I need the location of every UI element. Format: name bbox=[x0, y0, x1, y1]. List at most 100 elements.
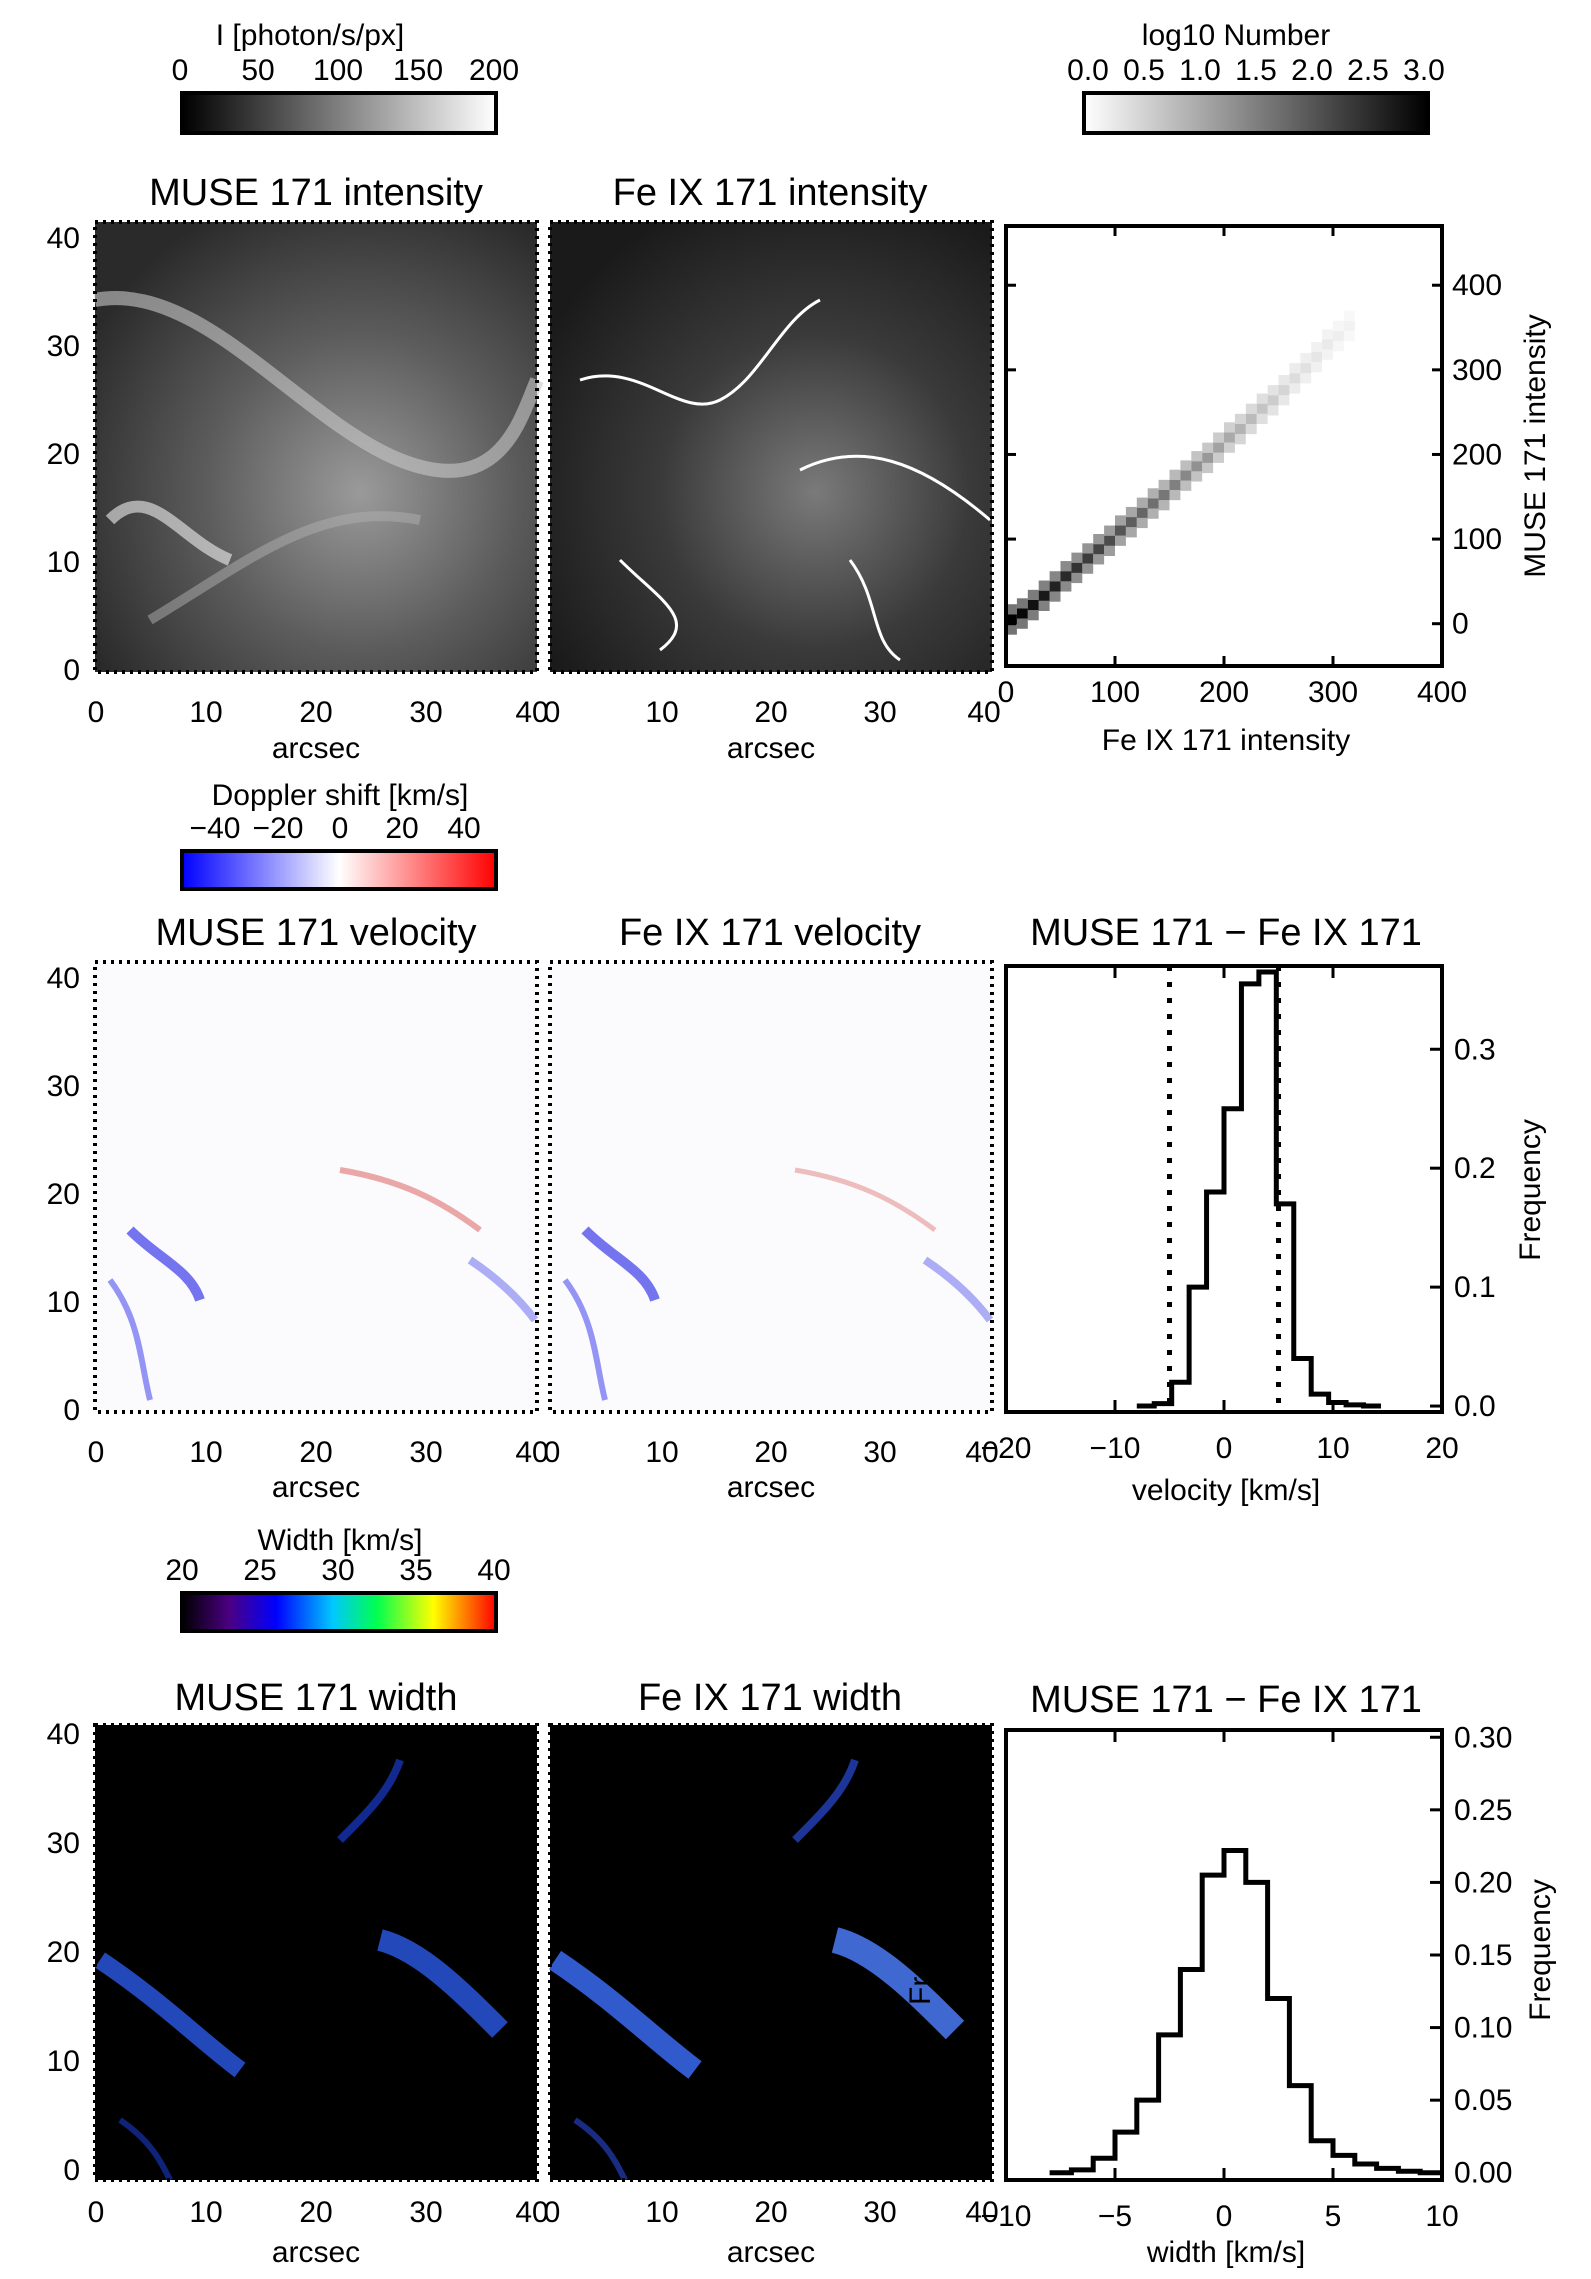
map-muse-intensity-title: MUSE 171 intensity bbox=[149, 172, 483, 214]
map-feix-intensity-image bbox=[550, 222, 992, 672]
map-xtick: 10 bbox=[189, 1436, 222, 1469]
scatter-density-cell bbox=[1060, 581, 1072, 592]
scatter-density-cell bbox=[1333, 320, 1344, 331]
colorbar-intensity-tick: 150 bbox=[393, 54, 443, 87]
colorbar-lognumber-gradient bbox=[1082, 91, 1430, 135]
map-muse-velocity-feature bbox=[339, 1167, 482, 1233]
scatter-density-cell bbox=[1049, 571, 1061, 582]
scatter-density-cell bbox=[1278, 374, 1290, 386]
scatter-xtick-label: 100 bbox=[1090, 676, 1140, 709]
scatter-density-cell bbox=[1049, 581, 1061, 592]
colorbar-doppler: Doppler shift [km/s] −40 −20 0 20 40 bbox=[180, 779, 498, 891]
map-muse-velocity-frame bbox=[93, 960, 539, 1414]
hist-ytick-label: 0.2 bbox=[1454, 1152, 1496, 1185]
hist-velocity-xlabel: velocity [km/s] bbox=[1132, 1474, 1320, 1507]
map-xaxis-row1: 0 10 20 30 40 0 10 20 30 40 arcsec arcse… bbox=[88, 696, 1001, 765]
colorbar-lognumber-tick: 1.0 bbox=[1179, 54, 1221, 87]
map-xtick: 40 bbox=[965, 2196, 998, 2229]
scatter-density-cell bbox=[1071, 572, 1083, 584]
scatter-density-cell bbox=[1202, 462, 1214, 474]
scatter-density-cell bbox=[1180, 480, 1192, 491]
scatter-density-cell bbox=[1311, 362, 1323, 373]
colorbar-doppler-title: Doppler shift [km/s] bbox=[212, 779, 469, 812]
map-xtick: 10 bbox=[645, 1436, 678, 1469]
scatter-density-cell bbox=[1322, 339, 1333, 350]
scatter-ytick-label: 400 bbox=[1452, 269, 1502, 302]
scatter-density-cell bbox=[1158, 479, 1170, 490]
colorbar-intensity-tick: 0 bbox=[172, 54, 189, 87]
map-feix-velocity-image bbox=[550, 962, 992, 1412]
map-xtick: 30 bbox=[863, 696, 896, 729]
map-muse-intensity bbox=[93, 220, 544, 674]
scatter-density-cell bbox=[1060, 571, 1072, 582]
scatter-density-cell bbox=[1016, 598, 1028, 609]
colorbar-intensity-tick: 100 bbox=[313, 54, 363, 87]
scatter-density-cell bbox=[1082, 543, 1094, 554]
scatter-density-cell bbox=[1213, 452, 1224, 463]
scatter-density-cell bbox=[1027, 610, 1039, 621]
scatter-density-cell bbox=[1169, 479, 1181, 490]
scatter-density-cells bbox=[1006, 310, 1355, 635]
scatter-ylabel: MUSE 171 intensity bbox=[1519, 314, 1552, 577]
map-xtick: 30 bbox=[409, 1436, 442, 1469]
scatter-density-cell bbox=[1343, 330, 1355, 342]
hist-ytick-label: 0.1 bbox=[1454, 1271, 1496, 1304]
hist-ytick-label: 0.05 bbox=[1454, 2084, 1512, 2117]
map-xtick: 30 bbox=[863, 2196, 896, 2229]
colorbar-doppler-tick: 0 bbox=[332, 812, 349, 845]
scatter-density-cell bbox=[1202, 442, 1214, 453]
scatter-density-cell bbox=[1104, 525, 1115, 536]
map-xtick: 40 bbox=[515, 696, 548, 729]
map-muse-velocity bbox=[93, 960, 539, 1414]
hist-width-step-line bbox=[1049, 1847, 1442, 2176]
map-xtick: 20 bbox=[754, 1436, 787, 1469]
map-feix-width-feature bbox=[573, 2117, 628, 2182]
hist-xtick-label: −10 bbox=[1090, 1432, 1141, 1465]
scatter-density-cell bbox=[1147, 488, 1159, 499]
scatter-density-cell bbox=[1082, 563, 1094, 574]
map-ytick: 20 bbox=[47, 1178, 80, 1211]
colorbar-lognumber-tick: 3.0 bbox=[1403, 54, 1445, 87]
scatter-density-cell bbox=[1071, 552, 1083, 563]
scatter-density-cell bbox=[1115, 515, 1126, 526]
hist-ytick-label: 0.3 bbox=[1454, 1033, 1496, 1066]
map-xtick: 10 bbox=[189, 696, 222, 729]
hist-ytick-label: 0.20 bbox=[1454, 1866, 1512, 1899]
map-xtick: 20 bbox=[754, 696, 787, 729]
hist-width-panel: −10 −5 0 5 10 0.00 0.05 0.10 0.15 0.20 0.25 0.30 w… bbox=[981, 1721, 1557, 2269]
map-feix-intensity-xlabel: arcsec bbox=[727, 732, 815, 765]
map-ytick: 40 bbox=[47, 222, 80, 255]
colorbar-lognumber-tick: 2.0 bbox=[1291, 54, 1333, 87]
scatter-density-cell bbox=[1267, 405, 1279, 416]
hist-xtick-label: 5 bbox=[1325, 2200, 1342, 2233]
scatter-density-cell bbox=[1256, 413, 1268, 424]
scatter-density-cell bbox=[1125, 527, 1137, 538]
scatter-ytick-label: 100 bbox=[1452, 523, 1502, 556]
hist-width-xticks: −10 −5 0 5 10 bbox=[981, 1730, 1459, 2233]
map-feix-velocity-feature bbox=[581, 1226, 660, 1302]
scatter-density-cell bbox=[1213, 432, 1224, 443]
hist-xtick-label: 0 bbox=[1216, 2200, 1233, 2233]
scatter-density-cell bbox=[1038, 600, 1050, 611]
map-xtick: 0 bbox=[88, 2196, 105, 2229]
map-feix-intensity-contour bbox=[579, 298, 821, 406]
hist-width-xlabel: width [km/s] bbox=[1146, 2236, 1305, 2269]
scatter-density-cell bbox=[1180, 460, 1192, 471]
colorbar-lognumber-tick: 1.5 bbox=[1235, 54, 1277, 87]
map-xtick: 10 bbox=[645, 2196, 678, 2229]
scatter-density-cell bbox=[1136, 507, 1148, 518]
colorbar-width-tick: 35 bbox=[399, 1554, 432, 1587]
colorbar-doppler-tick: 20 bbox=[385, 812, 418, 845]
map-feix-velocity-frame bbox=[548, 960, 994, 1414]
colorbar-intensity: I [photon/s/px] 0 50 100 150 200 bbox=[172, 19, 519, 135]
hist-xtick-label: −10 bbox=[981, 2200, 1032, 2233]
hist-xtick-label: 10 bbox=[1316, 1432, 1349, 1465]
scatter-density-cell bbox=[1104, 545, 1115, 556]
scatter-density-cell bbox=[1191, 461, 1203, 472]
map-muse-intensity-loop bbox=[147, 511, 421, 625]
map-muse-velocity-title: MUSE 171 velocity bbox=[155, 912, 476, 954]
hist-xtick-label: −20 bbox=[981, 1432, 1032, 1465]
colorbar-intensity-tick: 200 bbox=[469, 54, 519, 87]
hist-width-yticks: 0.00 0.05 0.10 0.15 0.20 0.25 0.30 bbox=[1430, 1721, 1512, 2190]
